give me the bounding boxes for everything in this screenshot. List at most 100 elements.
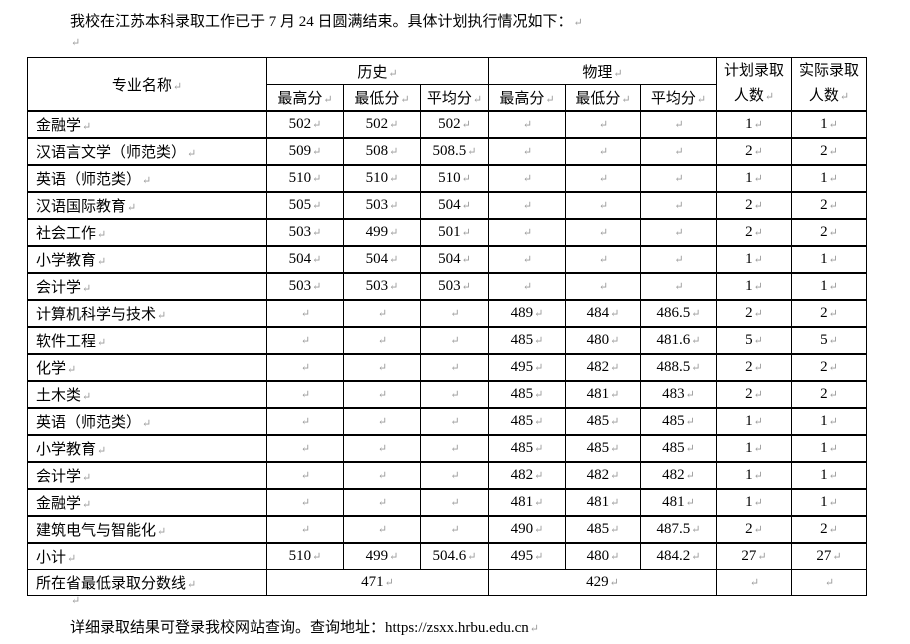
physics-avg-cell: ↵ — [640, 164, 717, 193]
actual-count-cell: 1↵ — [791, 488, 867, 517]
table-row: 软件工程↵ ↵ ↵ ↵ 485↵ 480↵ 481.6↵ 5↵ 5↵ — [27, 326, 867, 355]
header-physics-min: 最低分↵ — [565, 84, 641, 112]
physics-min-cell: ↵ — [565, 137, 641, 166]
physics-max-cell: ↵ — [488, 272, 566, 301]
major-name-cell: 小学教育↵ — [27, 434, 267, 463]
physics-min-cell: ↵ — [565, 164, 641, 193]
table-row: 建筑电气与智能化↵ ↵ ↵ ↵ 490↵ 485↵ 487.5↵ 2↵ 2↵ — [27, 515, 867, 544]
physics-min-cell: 484↵ — [565, 299, 641, 328]
plan-count-cell: 2↵ — [716, 191, 792, 220]
min-score-line-row: 所在省最低录取分数线↵ 471↵ 429↵ ↵ ↵ — [27, 569, 867, 596]
physics-min-cell: ↵ — [565, 245, 641, 274]
physics-avg-cell: ↵ — [640, 137, 717, 166]
history-max-cell: 509↵ — [266, 137, 344, 166]
history-min-cell: 504↵ — [343, 245, 421, 274]
physics-min-cell: ↵ — [565, 191, 641, 220]
history-min-cell: 503↵ — [343, 272, 421, 301]
history-avg-cell: 510↵ — [420, 164, 489, 193]
history-avg-cell: ↵ — [420, 353, 489, 382]
physics-max-cell: 485↵ — [488, 434, 566, 463]
history-min-cell: ↵ — [343, 353, 421, 382]
history-min-cell: ↵ — [343, 515, 421, 544]
outro-paragraph: 详细录取结果可登录我校网站查询。查询地址：https://zsxx.hrbu.e… — [70, 616, 539, 637]
physics-avg-cell: 483↵ — [640, 380, 717, 409]
major-name-cell: 软件工程↵ — [27, 326, 267, 355]
history-max-cell: ↵ — [266, 515, 344, 544]
table-row: 土木类↵ ↵ ↵ ↵ 485↵ 481↵ 483↵ 2↵ 2↵ — [27, 380, 867, 409]
physics-max-cell: 489↵ — [488, 299, 566, 328]
history-min-cell: 502↵ — [343, 110, 421, 139]
history-max-cell: ↵ — [266, 488, 344, 517]
major-name-cell: 土木类↵ — [27, 380, 267, 409]
actual-count-cell: 5↵ — [791, 326, 867, 355]
plan-count-cell: 2↵ — [716, 299, 792, 328]
actual-count-cell: 1↵ — [791, 461, 867, 490]
history-min-cell: ↵ — [343, 299, 421, 328]
header-history-avg: 平均分↵ — [420, 84, 489, 112]
history-max-cell: ↵ — [266, 299, 344, 328]
physics-avg-cell: ↵ — [640, 245, 717, 274]
physics-avg-cell: 481.6↵ — [640, 326, 717, 355]
plan-count-cell: 1↵ — [716, 110, 792, 139]
min-line-label-cell: 所在省最低录取分数线↵ — [27, 569, 267, 596]
plan-count-cell: 5↵ — [716, 326, 792, 355]
physics-max-cell: ↵ — [488, 110, 566, 139]
physics-max-cell: 482↵ — [488, 461, 566, 490]
history-min-cell: ↵ — [343, 461, 421, 490]
table-row: 汉语言文学（师范类）↵ 509↵ 508↵ 508.5↵ ↵ ↵ ↵ 2↵ 2↵ — [27, 137, 867, 166]
intro-text: 我校在江苏本科录取工作已于 7 月 24 日圆满结束。具体计划执行情况如下： — [70, 14, 573, 30]
major-name-cell: 英语（师范类）↵ — [27, 407, 267, 436]
history-max-cell: 504↵ — [266, 245, 344, 274]
table-row: 小学教育↵ 504↵ 504↵ 504↵ ↵ ↵ ↵ 1↵ 1↵ — [27, 245, 867, 274]
physics-avg-cell: 485↵ — [640, 434, 717, 463]
header-physics-avg: 平均分↵ — [640, 84, 717, 112]
history-avg-cell: 503↵ — [420, 272, 489, 301]
major-name-cell: 汉语国际教育↵ — [27, 191, 267, 220]
actual-count-cell: 2↵ — [791, 299, 867, 328]
table-row: 会计学↵ 503↵ 503↵ 503↵ ↵ ↵ ↵ 1↵ 1↵ — [27, 272, 867, 301]
plan-count-cell: 2↵ — [716, 515, 792, 544]
major-name-cell: 小学教育↵ — [27, 245, 267, 274]
history-max-cell: ↵ — [266, 407, 344, 436]
actual-count-cell: 1↵ — [791, 407, 867, 436]
header-history: 历史↵ — [266, 57, 489, 85]
physics-avg-cell: 485↵ — [640, 407, 717, 436]
actual-count-cell: 1↵ — [791, 245, 867, 274]
plan-count-cell: 1↵ — [716, 245, 792, 274]
major-name-cell: 会计学↵ — [27, 272, 267, 301]
table-row: 化学↵ ↵ ↵ ↵ 495↵ 482↵ 488.5↵ 2↵ 2↵ — [27, 353, 867, 382]
plan-count-cell: 27↵ — [716, 542, 792, 570]
physics-min-cell: 480↵ — [565, 326, 641, 355]
history-avg-cell: ↵ — [420, 461, 489, 490]
physics-min-cell: 485↵ — [565, 434, 641, 463]
actual-count-cell: 27↵ — [791, 542, 867, 570]
physics-max-cell: 485↵ — [488, 326, 566, 355]
outro-text: 详细录取结果可登录我校网站查询。查询地址：https://zsxx.hrbu.e… — [70, 620, 529, 636]
physics-max-cell: ↵ — [488, 245, 566, 274]
actual-count-cell: 2↵ — [791, 191, 867, 220]
major-name-cell: 金融学↵ — [27, 488, 267, 517]
history-avg-cell: ↵ — [420, 326, 489, 355]
actual-count-cell: 1↵ — [791, 110, 867, 139]
physics-max-cell: 481↵ — [488, 488, 566, 517]
major-name-cell: 英语（师范类）↵ — [27, 164, 267, 193]
paragraph-mark: ↵ — [71, 595, 81, 607]
history-min-cell: ↵ — [343, 326, 421, 355]
physics-min-cell: 481↵ — [565, 488, 641, 517]
physics-avg-cell: 484.2↵ — [640, 542, 717, 570]
actual-count-cell: 2↵ — [791, 218, 867, 247]
actual-count-cell: 2↵ — [791, 515, 867, 544]
history-avg-cell: ↵ — [420, 407, 489, 436]
table-row: 计算机科学与技术↵ ↵ ↵ ↵ 489↵ 484↵ 486.5↵ 2↵ 2↵ — [27, 299, 867, 328]
history-max-cell: ↵ — [266, 380, 344, 409]
history-max-cell: 505↵ — [266, 191, 344, 220]
physics-min-cell: ↵ — [565, 218, 641, 247]
min-line-history-cell: 471↵ — [266, 569, 489, 596]
history-avg-cell: ↵ — [420, 434, 489, 463]
physics-avg-cell: ↵ — [640, 218, 717, 247]
paragraph-mark: ↵ — [71, 37, 81, 49]
history-max-cell: ↵ — [266, 434, 344, 463]
physics-min-cell: 485↵ — [565, 407, 641, 436]
min-line-physics-cell: 429↵ — [488, 569, 717, 596]
major-name-cell: 汉语言文学（师范类）↵ — [27, 137, 267, 166]
